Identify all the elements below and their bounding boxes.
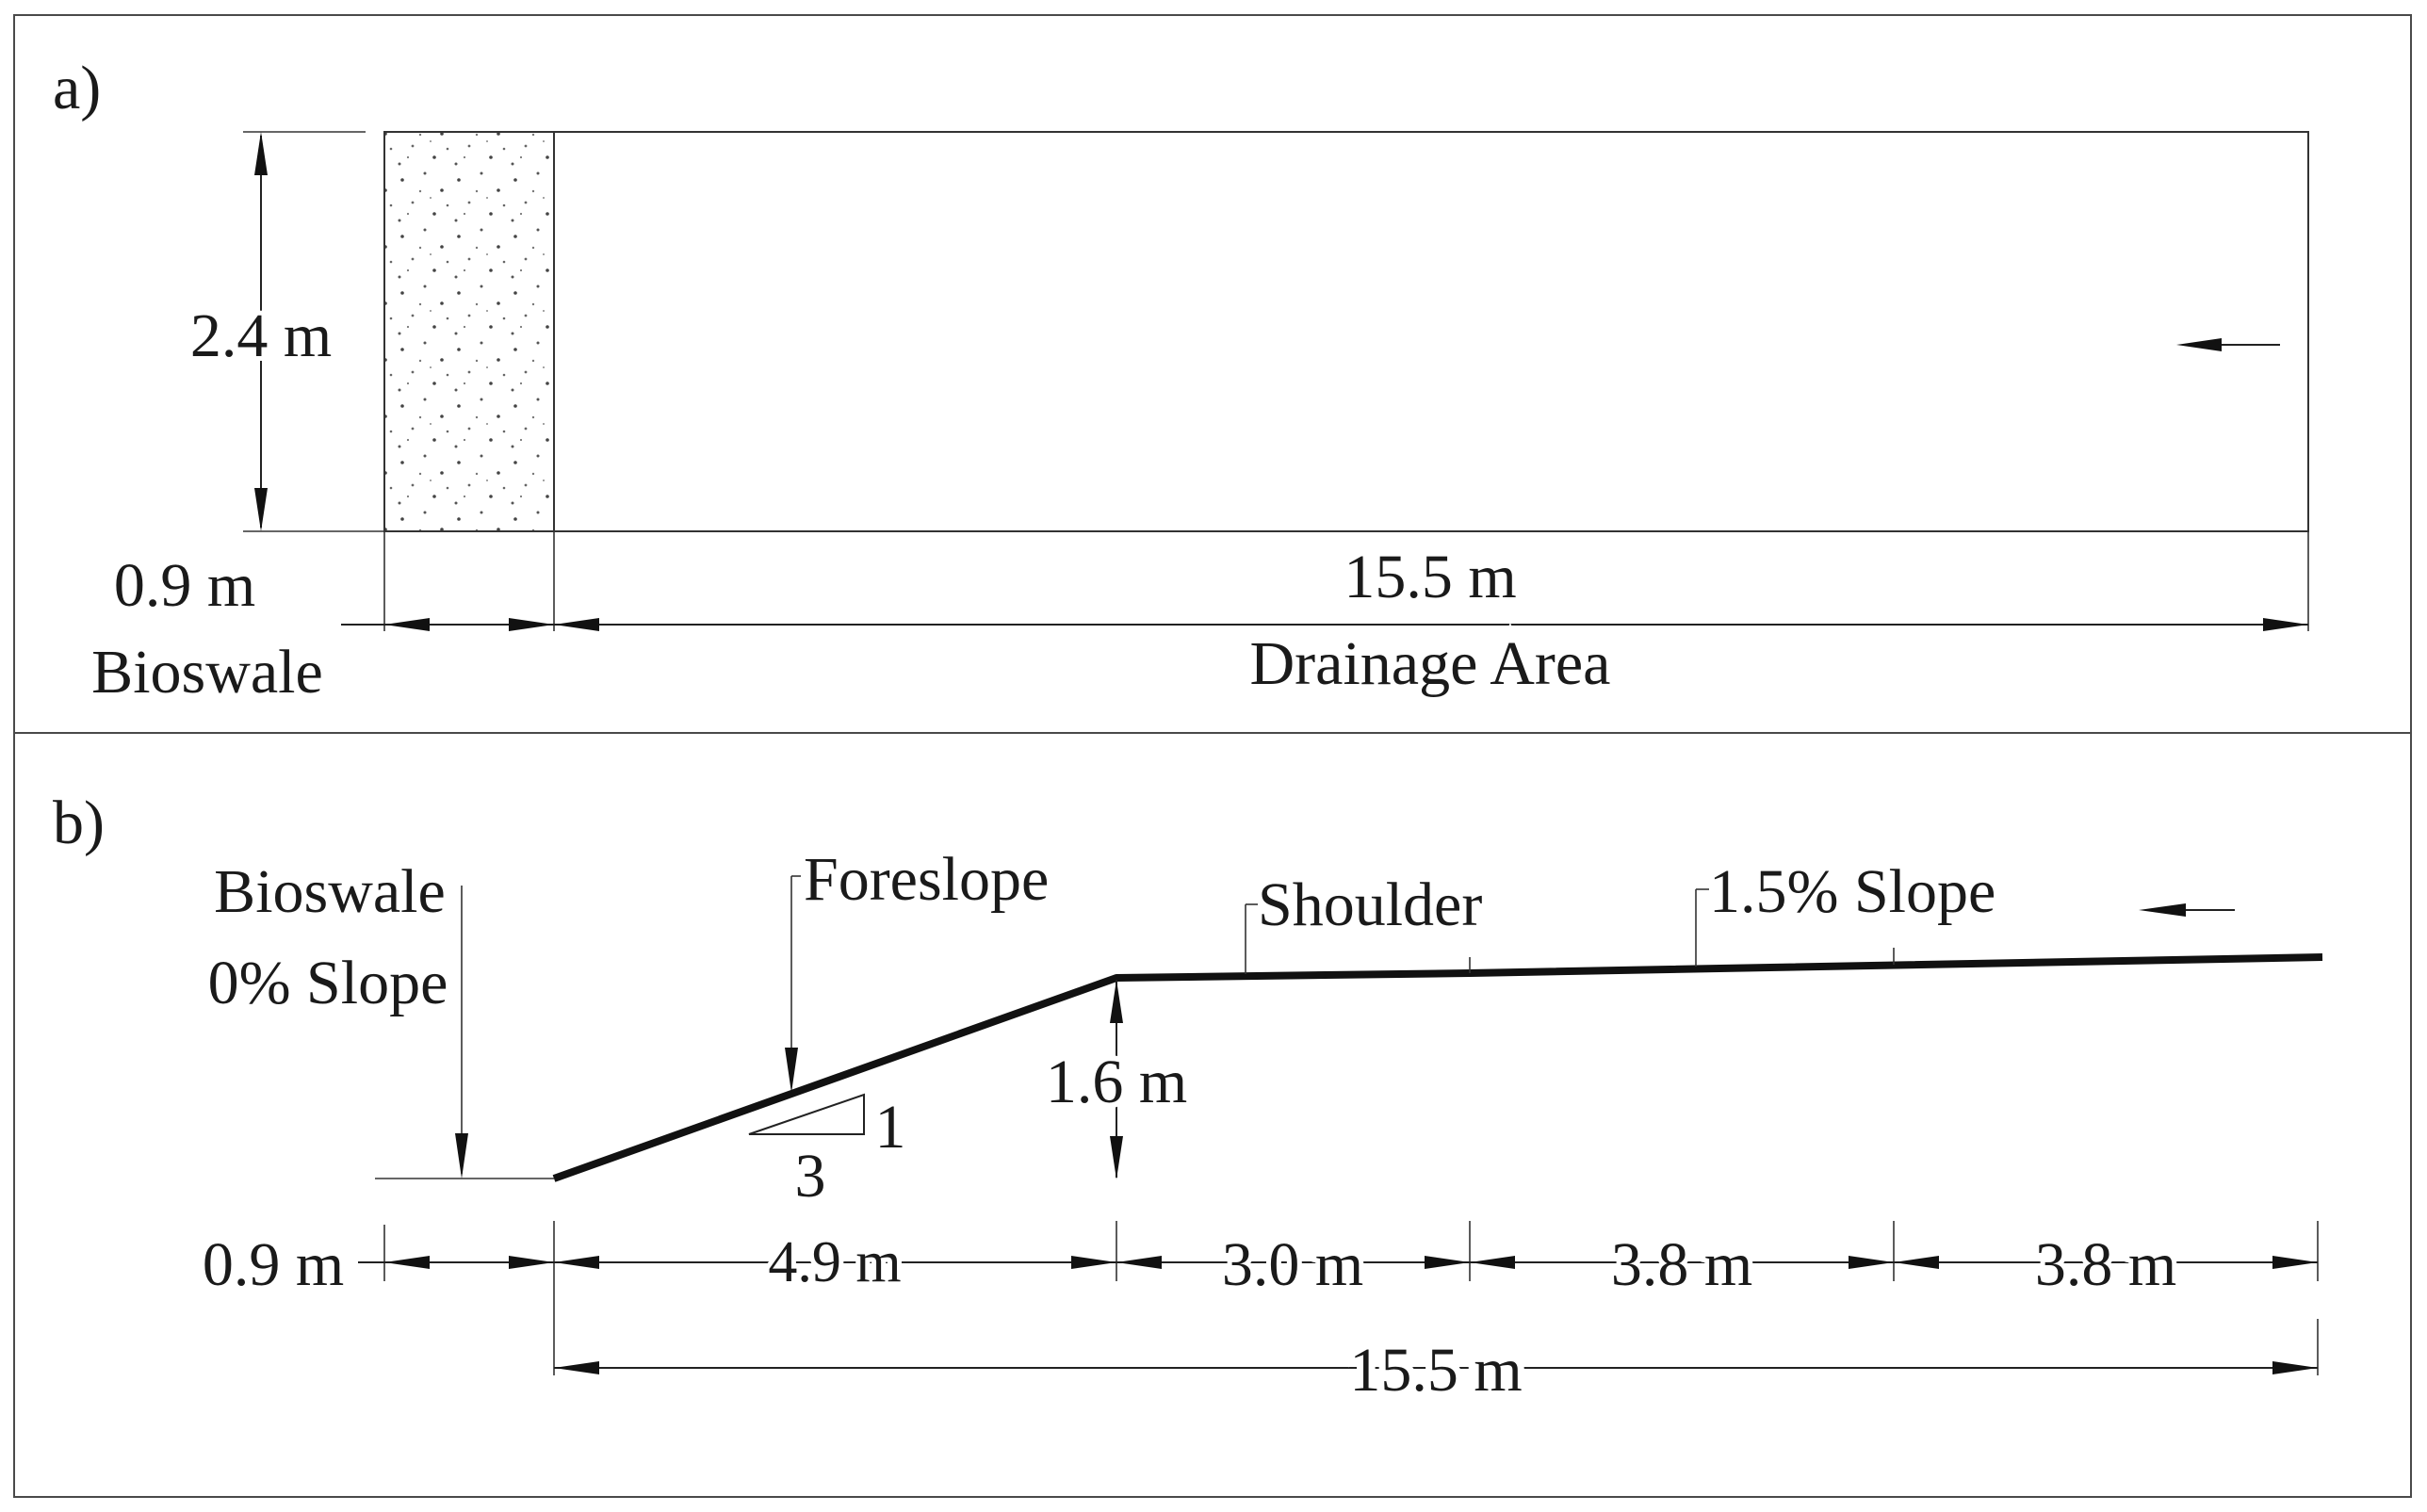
height-arrow-up — [254, 132, 268, 175]
rise-arrow-down — [1110, 1136, 1123, 1179]
panel-a: a) 2.4 m 0.9 m Bioswale 15.5 m Drainage … — [53, 54, 2309, 707]
total-arrow-right — [2272, 1361, 2318, 1374]
seg-arrow-4l — [1849, 1256, 1894, 1269]
bioswale-strip — [383, 131, 555, 532]
seg-arrow-4r — [1894, 1256, 1939, 1269]
foreslope-leader-arrow — [785, 1048, 798, 1093]
panel-b: b) 1 3 1.6 m Bioswale 0% Slope Foresl — [53, 789, 2323, 1411]
seg-arrow-1r — [554, 1256, 599, 1269]
bioswale-leader-arrow — [455, 1133, 468, 1179]
drainage-width-arrow-left — [554, 618, 599, 631]
seg-label-bioswale: 0.9 m — [203, 1230, 344, 1299]
figure-border — [13, 14, 2412, 1498]
seg-label-road2: 3.8 m — [2035, 1230, 2176, 1299]
height-dim-label: 2.4 m — [190, 301, 332, 370]
panel-b-label: b) — [53, 789, 105, 857]
panel-a-label: a) — [53, 54, 101, 122]
slope-pct-label: 1.5% Slope — [1709, 857, 1995, 926]
drainage-name-label: Drainage Area — [1250, 629, 1611, 698]
bioswale-name-label: Bioswale — [91, 638, 323, 707]
bioswale-width-arrow-right — [509, 618, 554, 631]
flow-arrow-b-head — [2139, 903, 2186, 917]
total-arrow-left — [554, 1361, 599, 1374]
bioswale-label-b: Bioswale — [214, 857, 446, 926]
bioswale-slope-label: 0% Slope — [208, 949, 448, 1017]
flow-arrow-a-head — [2176, 338, 2222, 351]
drainage-width-arrow-right — [2263, 618, 2308, 631]
slope-ratio-rise: 1 — [875, 1093, 906, 1162]
seg-arrow-3r — [1470, 1256, 1515, 1269]
rise-dim-label: 1.6 m — [1046, 1048, 1187, 1116]
seg-label-shoulder: 3.0 m — [1222, 1230, 1363, 1299]
bioswale-width-arrow-left — [384, 618, 430, 631]
seg-label-road1: 3.8 m — [1611, 1230, 1752, 1299]
foreslope-label: Foreslope — [804, 845, 1049, 914]
seg-arrow-5l — [2272, 1256, 2318, 1269]
seg-arrow-2l — [1071, 1256, 1116, 1269]
height-arrow-down — [254, 488, 268, 531]
seg-arrow-3l — [1425, 1256, 1470, 1269]
seg-arrow-1l — [509, 1256, 554, 1269]
drainage-area-rect — [553, 131, 2309, 532]
rise-arrow-up — [1110, 980, 1123, 1023]
seg-arrow-2r — [1116, 1256, 1162, 1269]
ground-profile — [552, 953, 2323, 1182]
bioswale-width-label: 0.9 m — [114, 551, 255, 620]
seg-label-foreslope: 4.9 m — [768, 1230, 901, 1294]
seg-arrow-0r — [384, 1256, 430, 1269]
slope-ratio-triangle — [748, 1093, 865, 1135]
drainage-width-label: 15.5 m — [1344, 543, 1516, 611]
shoulder-label: Shoulder — [1258, 870, 1482, 939]
slope-ratio-run: 3 — [795, 1142, 826, 1211]
total-dim-label: 15.5 m — [1349, 1336, 1522, 1405]
